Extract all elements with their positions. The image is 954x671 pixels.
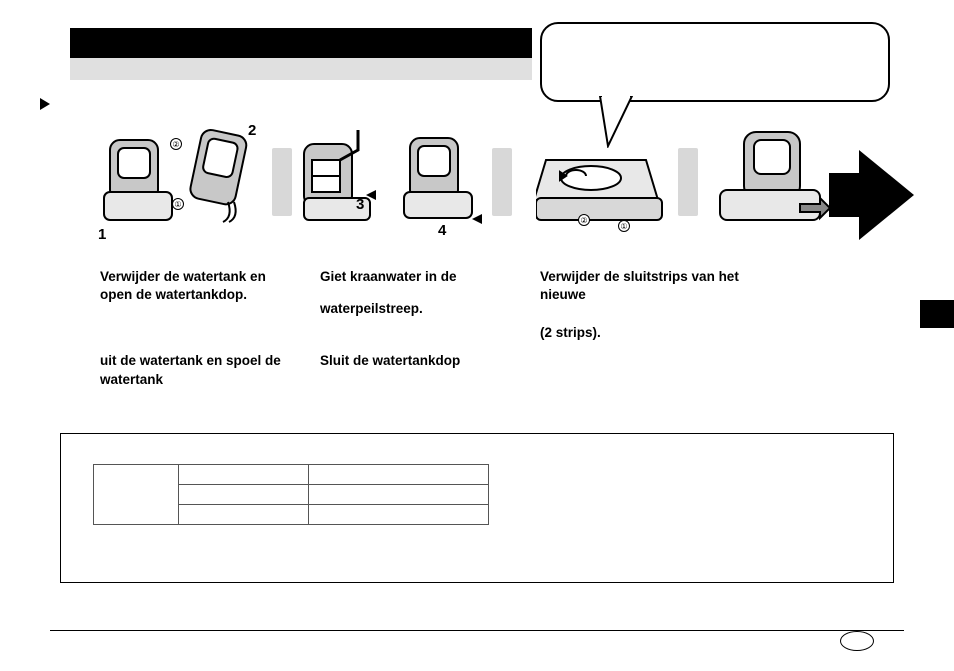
replacement-table: [93, 464, 489, 525]
instruction-col-3: Verwijder de sluitstrips van het nieuwe …: [540, 268, 750, 403]
title-bars: [70, 28, 532, 80]
circled-1-icon: ①: [618, 220, 630, 232]
instruction-col-2: Giet kraanwater in de waterpeilstreep. S…: [320, 268, 510, 403]
step-number-3: 3: [356, 196, 364, 213]
divider-block: [678, 148, 698, 216]
title-bar-black: [70, 28, 532, 58]
instruction-text: uit de watertank en spoel de watertank: [100, 352, 290, 388]
instruction-text: Sluit de watertankdop: [320, 352, 510, 370]
table-cell: [309, 484, 489, 504]
page-side-tab: [920, 300, 954, 328]
device-illustration-1b: [188, 124, 258, 224]
table-cell: [179, 484, 309, 504]
instruction-text: Verwijder de sluitstrips van het nieuwe: [540, 268, 750, 304]
table-cell: [309, 504, 489, 524]
circled-2-icon: ②: [170, 138, 182, 150]
arrow-left-icon: [472, 214, 482, 224]
table-cell: [94, 464, 179, 524]
divider-block: [272, 148, 292, 216]
section-marker-icon: [40, 98, 50, 110]
step-number-2: 2: [248, 122, 256, 139]
instruction-col-1: Verwijder de watertank en open de watert…: [100, 268, 290, 403]
instruction-text: (2 strips).: [540, 324, 750, 342]
circled-2-icon: ②: [578, 214, 590, 226]
instruction-columns: Verwijder de watertank en open de watert…: [50, 268, 904, 403]
table-row: [94, 464, 489, 484]
instruction-text: Verwijder de watertank en open de watert…: [100, 268, 290, 304]
device-illustration-5: [710, 126, 830, 231]
table-cell: [179, 464, 309, 484]
step-number-1: 1: [98, 226, 106, 243]
continue-arrow-icon: [859, 150, 914, 240]
step-number-4: 4: [438, 222, 446, 239]
circled-1-icon: ①: [172, 198, 184, 210]
speech-bubble: [540, 22, 890, 102]
instruction-text: waterpeilstreep.: [320, 300, 510, 318]
footer-rule: [50, 630, 904, 631]
page-number-oval: [840, 631, 874, 651]
manual-page: ② ① 1 2 3 4: [0, 0, 954, 671]
title-bar-gray: [70, 58, 532, 80]
info-panel: [60, 433, 894, 583]
device-illustration-3: [400, 130, 480, 225]
instruction-text: Giet kraanwater in de: [320, 268, 510, 286]
diagram-row: ② ① 1 2 3 4: [50, 130, 904, 250]
arrow-left-icon: [366, 190, 376, 200]
divider-block: [492, 148, 512, 216]
table-cell: [309, 464, 489, 484]
device-illustration-4: [536, 150, 666, 230]
table-cell: [179, 504, 309, 524]
device-illustration-2: [298, 130, 378, 225]
device-illustration-1a: [100, 130, 180, 225]
